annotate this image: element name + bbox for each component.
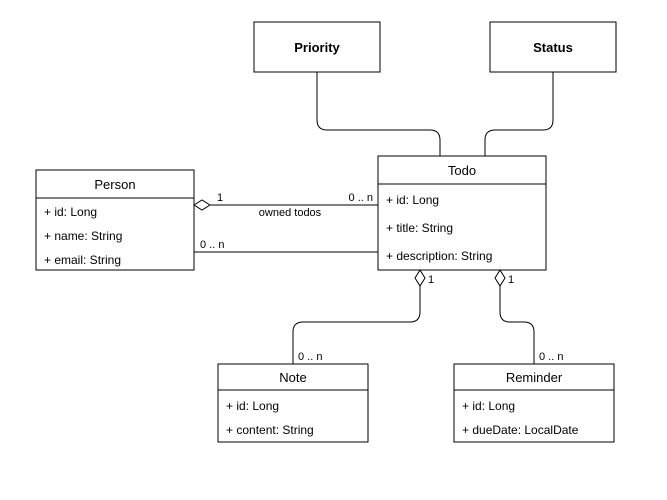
class-note: Note + id: Long + content: String: [218, 364, 368, 442]
note-attr-1: + content: String: [226, 423, 314, 437]
mult-todo-note-top: 1: [428, 274, 434, 286]
reminder-attr-1: + dueDate: LocalDate: [462, 423, 579, 437]
note-attr-0: + id: Long: [226, 399, 279, 413]
class-reminder: Reminder + id: Long + dueDate: LocalDate: [454, 364, 614, 442]
class-status: Status: [490, 22, 616, 72]
todo-attr-0: + id: Long: [386, 193, 439, 207]
reminder-attr-0: + id: Long: [462, 399, 515, 413]
class-status-title: Status: [533, 40, 573, 55]
person-attr-2: + email: String: [44, 253, 121, 267]
edge-person-todo-owned: 1 owned todos 0 .. n: [194, 192, 378, 219]
class-todo-title: Todo: [448, 163, 476, 178]
todo-attr-2: + description: String: [386, 249, 492, 263]
mult-todo-owned: 0 .. n: [349, 192, 373, 204]
todo-attr-1: + title: String: [386, 221, 453, 235]
person-attr-1: + name: String: [44, 229, 122, 243]
edge-person-todo-lower: 0 .. n: [194, 239, 378, 252]
edge-todo-note: 1 0 .. n: [293, 270, 434, 364]
edge-priority-todo: [317, 72, 440, 156]
mult-todo-note-bottom: 0 .. n: [298, 351, 322, 363]
mult-person-lower: 0 .. n: [200, 239, 224, 251]
class-note-title: Note: [279, 370, 306, 385]
class-person-title: Person: [94, 177, 135, 192]
mult-todo-reminder-top: 1: [508, 274, 514, 286]
label-owned-todos: owned todos: [259, 207, 322, 219]
edge-status-todo: [485, 72, 553, 156]
person-attr-0: + id: Long: [44, 205, 97, 219]
edge-todo-reminder: 1 0 .. n: [495, 270, 563, 364]
class-priority: Priority: [254, 22, 380, 72]
class-reminder-title: Reminder: [506, 370, 563, 385]
uml-diagram: 1 owned todos 0 .. n 0 .. n 1 0 .. n 1 0…: [0, 0, 667, 500]
mult-person-owned: 1: [217, 192, 223, 204]
class-todo: Todo + id: Long + title: String + descri…: [378, 156, 546, 270]
class-person: Person + id: Long + name: String + email…: [36, 170, 194, 270]
mult-todo-reminder-bottom: 0 .. n: [539, 351, 563, 363]
class-priority-title: Priority: [294, 40, 340, 55]
